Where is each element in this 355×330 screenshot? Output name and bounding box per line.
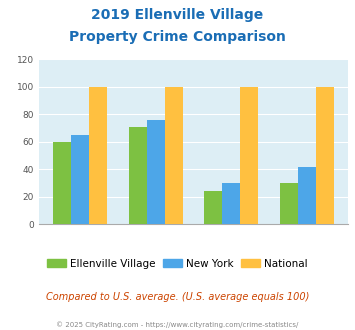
Bar (279, 183, 297, 224)
Bar (147, 120, 165, 224)
Text: © 2025 CityRating.com - https://www.cityrating.com/crime-statistics/: © 2025 CityRating.com - https://www.city… (56, 322, 299, 328)
Legend: Ellenville Village, New York, National: Ellenville Village, New York, National (43, 254, 312, 273)
Bar (204, 191, 222, 224)
Bar (240, 87, 258, 224)
Bar (297, 167, 316, 224)
Bar (165, 87, 183, 224)
Bar (71, 135, 89, 224)
Bar (129, 127, 147, 224)
Bar (53, 142, 71, 224)
Bar (316, 87, 334, 224)
Text: 2019 Ellenville Village: 2019 Ellenville Village (91, 8, 264, 22)
Text: Property Crime Comparison: Property Crime Comparison (69, 30, 286, 44)
Text: Compared to U.S. average. (U.S. average equals 100): Compared to U.S. average. (U.S. average … (46, 292, 309, 302)
Bar (222, 183, 240, 224)
Bar (89, 87, 108, 224)
